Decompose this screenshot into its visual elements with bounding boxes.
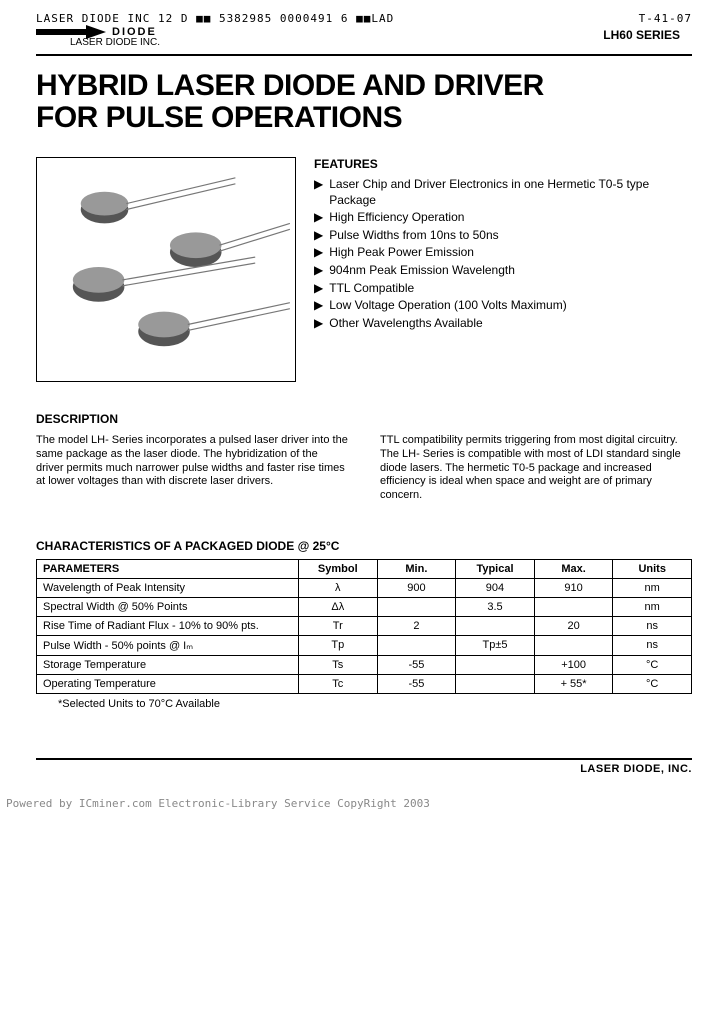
table-cell <box>377 597 456 616</box>
triangle-bullet-icon: ▶ <box>314 281 323 297</box>
table-cell <box>456 655 535 674</box>
table-cell: -55 <box>377 655 456 674</box>
table-header-cell: Units <box>613 559 692 578</box>
table-cell: Tc <box>299 674 378 693</box>
triangle-bullet-icon: ▶ <box>314 210 323 226</box>
table-cell: -55 <box>377 674 456 693</box>
table-row: Storage TemperatureTs-55 +100°C <box>37 655 692 674</box>
table-header-cell: PARAMETERS <box>37 559 299 578</box>
table-cell: 2 <box>377 616 456 635</box>
triangle-bullet-icon: ▶ <box>314 245 323 261</box>
table-cell: Rise Time of Radiant Flux - 10% to 90% p… <box>37 616 299 635</box>
series-label: LH60 SERIES <box>603 28 680 42</box>
table-cell: °C <box>613 655 692 674</box>
table-cell: Tp <box>299 635 378 655</box>
bottom-rule <box>36 758 692 760</box>
feature-text: High Peak Power Emission <box>329 245 474 261</box>
header-right: T-41-07 <box>639 12 692 25</box>
table-cell: Storage Temperature <box>37 655 299 674</box>
feature-item: ▶Laser Chip and Driver Electronics in on… <box>314 177 692 208</box>
table-header-cell: Symbol <box>299 559 378 578</box>
characteristics-heading: CHARACTERISTICS OF A PACKAGED DIODE @ 25… <box>36 539 692 553</box>
header-strip: LASER DIODE INC 12 D ■■ 5382985 0000491 … <box>36 12 692 25</box>
table-cell: Ts <box>299 655 378 674</box>
feature-item: ▶ 904nm Peak Emission Wavelength <box>314 263 692 279</box>
table-header-cell: Min. <box>377 559 456 578</box>
triangle-bullet-icon: ▶ <box>314 298 323 314</box>
title-line1: HYBRID LASER DIODE AND DRIVER <box>36 70 692 102</box>
table-cell <box>534 635 613 655</box>
feature-item: ▶ Pulse Widths from 10ns to 50ns <box>314 228 692 244</box>
feature-text: Low Voltage Operation (100 Volts Maximum… <box>329 298 566 314</box>
features-block: FEATURES ▶Laser Chip and Driver Electron… <box>314 157 692 382</box>
table-cell: 900 <box>377 578 456 597</box>
feature-text: TTL Compatible <box>329 281 414 297</box>
title-line2: FOR PULSE OPERATIONS <box>36 102 692 134</box>
table-cell: Wavelength of Peak Intensity <box>37 578 299 597</box>
table-cell: + 55* <box>534 674 613 693</box>
description-heading: DESCRIPTION <box>36 412 692 426</box>
table-cell: °C <box>613 674 692 693</box>
table-cell <box>456 616 535 635</box>
feature-text: High Efficiency Operation <box>329 210 464 226</box>
table-row: Wavelength of Peak Intensityλ900904910nm <box>37 578 692 597</box>
description-columns: The model LH- Series incorporates a puls… <box>36 434 692 503</box>
feature-item: ▶ TTL Compatible <box>314 281 692 297</box>
table-row: Pulse Width - 50% points @ IₘTp Tp±5 ns <box>37 635 692 655</box>
table-cell: λ <box>299 578 378 597</box>
feature-text: 904nm Peak Emission Wavelength <box>329 263 515 279</box>
product-photo <box>36 157 296 382</box>
table-cell: 904 <box>456 578 535 597</box>
table-header-cell: Max. <box>534 559 613 578</box>
table-cell: Tp±5 <box>456 635 535 655</box>
table-cell: Operating Temperature <box>37 674 299 693</box>
table-cell: Spectral Width @ 50% Points <box>37 597 299 616</box>
feature-item: ▶ Low Voltage Operation (100 Volts Maximu… <box>314 298 692 314</box>
page-title: HYBRID LASER DIODE AND DRIVER FOR PULSE … <box>36 70 692 133</box>
watermark-text: Powered by ICminer.com Electronic-Librar… <box>6 797 692 810</box>
feature-item: ▶ High Peak Power Emission <box>314 245 692 261</box>
table-cell: ns <box>613 616 692 635</box>
feature-text: Other Wavelengths Available <box>329 316 482 332</box>
header-left: LASER DIODE INC 12 D ■■ 5382985 0000491 … <box>36 12 394 25</box>
table-cell: 3.5 <box>456 597 535 616</box>
table-cell: Tr <box>299 616 378 635</box>
feature-text: Laser Chip and Driver Electronics in one… <box>329 177 692 208</box>
footer-company: LASER DIODE, INC. <box>36 763 692 775</box>
table-cell <box>456 674 535 693</box>
table-cell: nm <box>613 597 692 616</box>
triangle-bullet-icon: ▶ <box>314 228 323 244</box>
table-row: Operating TemperatureTc-55 + 55*°C <box>37 674 692 693</box>
feature-item: ▶ Other Wavelengths Available <box>314 316 692 332</box>
triangle-bullet-icon: ▶ <box>314 316 323 332</box>
triangle-bullet-icon: ▶ <box>314 177 323 208</box>
characteristics-table: PARAMETERSSymbolMin.TypicalMax.Units Wav… <box>36 559 692 694</box>
table-cell: Pulse Width - 50% points @ Iₘ <box>37 635 299 655</box>
table-cell: +100 <box>534 655 613 674</box>
description-col2: TTL compatibility permits triggering fro… <box>380 434 692 503</box>
feature-text: Pulse Widths from 10ns to 50ns <box>329 228 498 244</box>
table-cell: Δλ <box>299 597 378 616</box>
table-cell: nm <box>613 578 692 597</box>
table-header-cell: Typical <box>456 559 535 578</box>
triangle-bullet-icon: ▶ <box>314 263 323 279</box>
table-cell: 20 <box>534 616 613 635</box>
features-heading: FEATURES <box>314 157 692 171</box>
feature-item: ▶ High Efficiency Operation <box>314 210 692 226</box>
table-row: Rise Time of Radiant Flux - 10% to 90% p… <box>37 616 692 635</box>
top-rule <box>36 54 692 56</box>
table-cell <box>534 597 613 616</box>
company-small: LASER DIODE INC. <box>70 37 692 48</box>
description-col1: The model LH- Series incorporates a puls… <box>36 434 348 503</box>
table-row: Spectral Width @ 50% PointsΔλ 3.5 nm <box>37 597 692 616</box>
table-cell <box>377 635 456 655</box>
table-footnote: *Selected Units to 70°C Available <box>58 698 692 710</box>
table-cell: ns <box>613 635 692 655</box>
table-cell: 910 <box>534 578 613 597</box>
